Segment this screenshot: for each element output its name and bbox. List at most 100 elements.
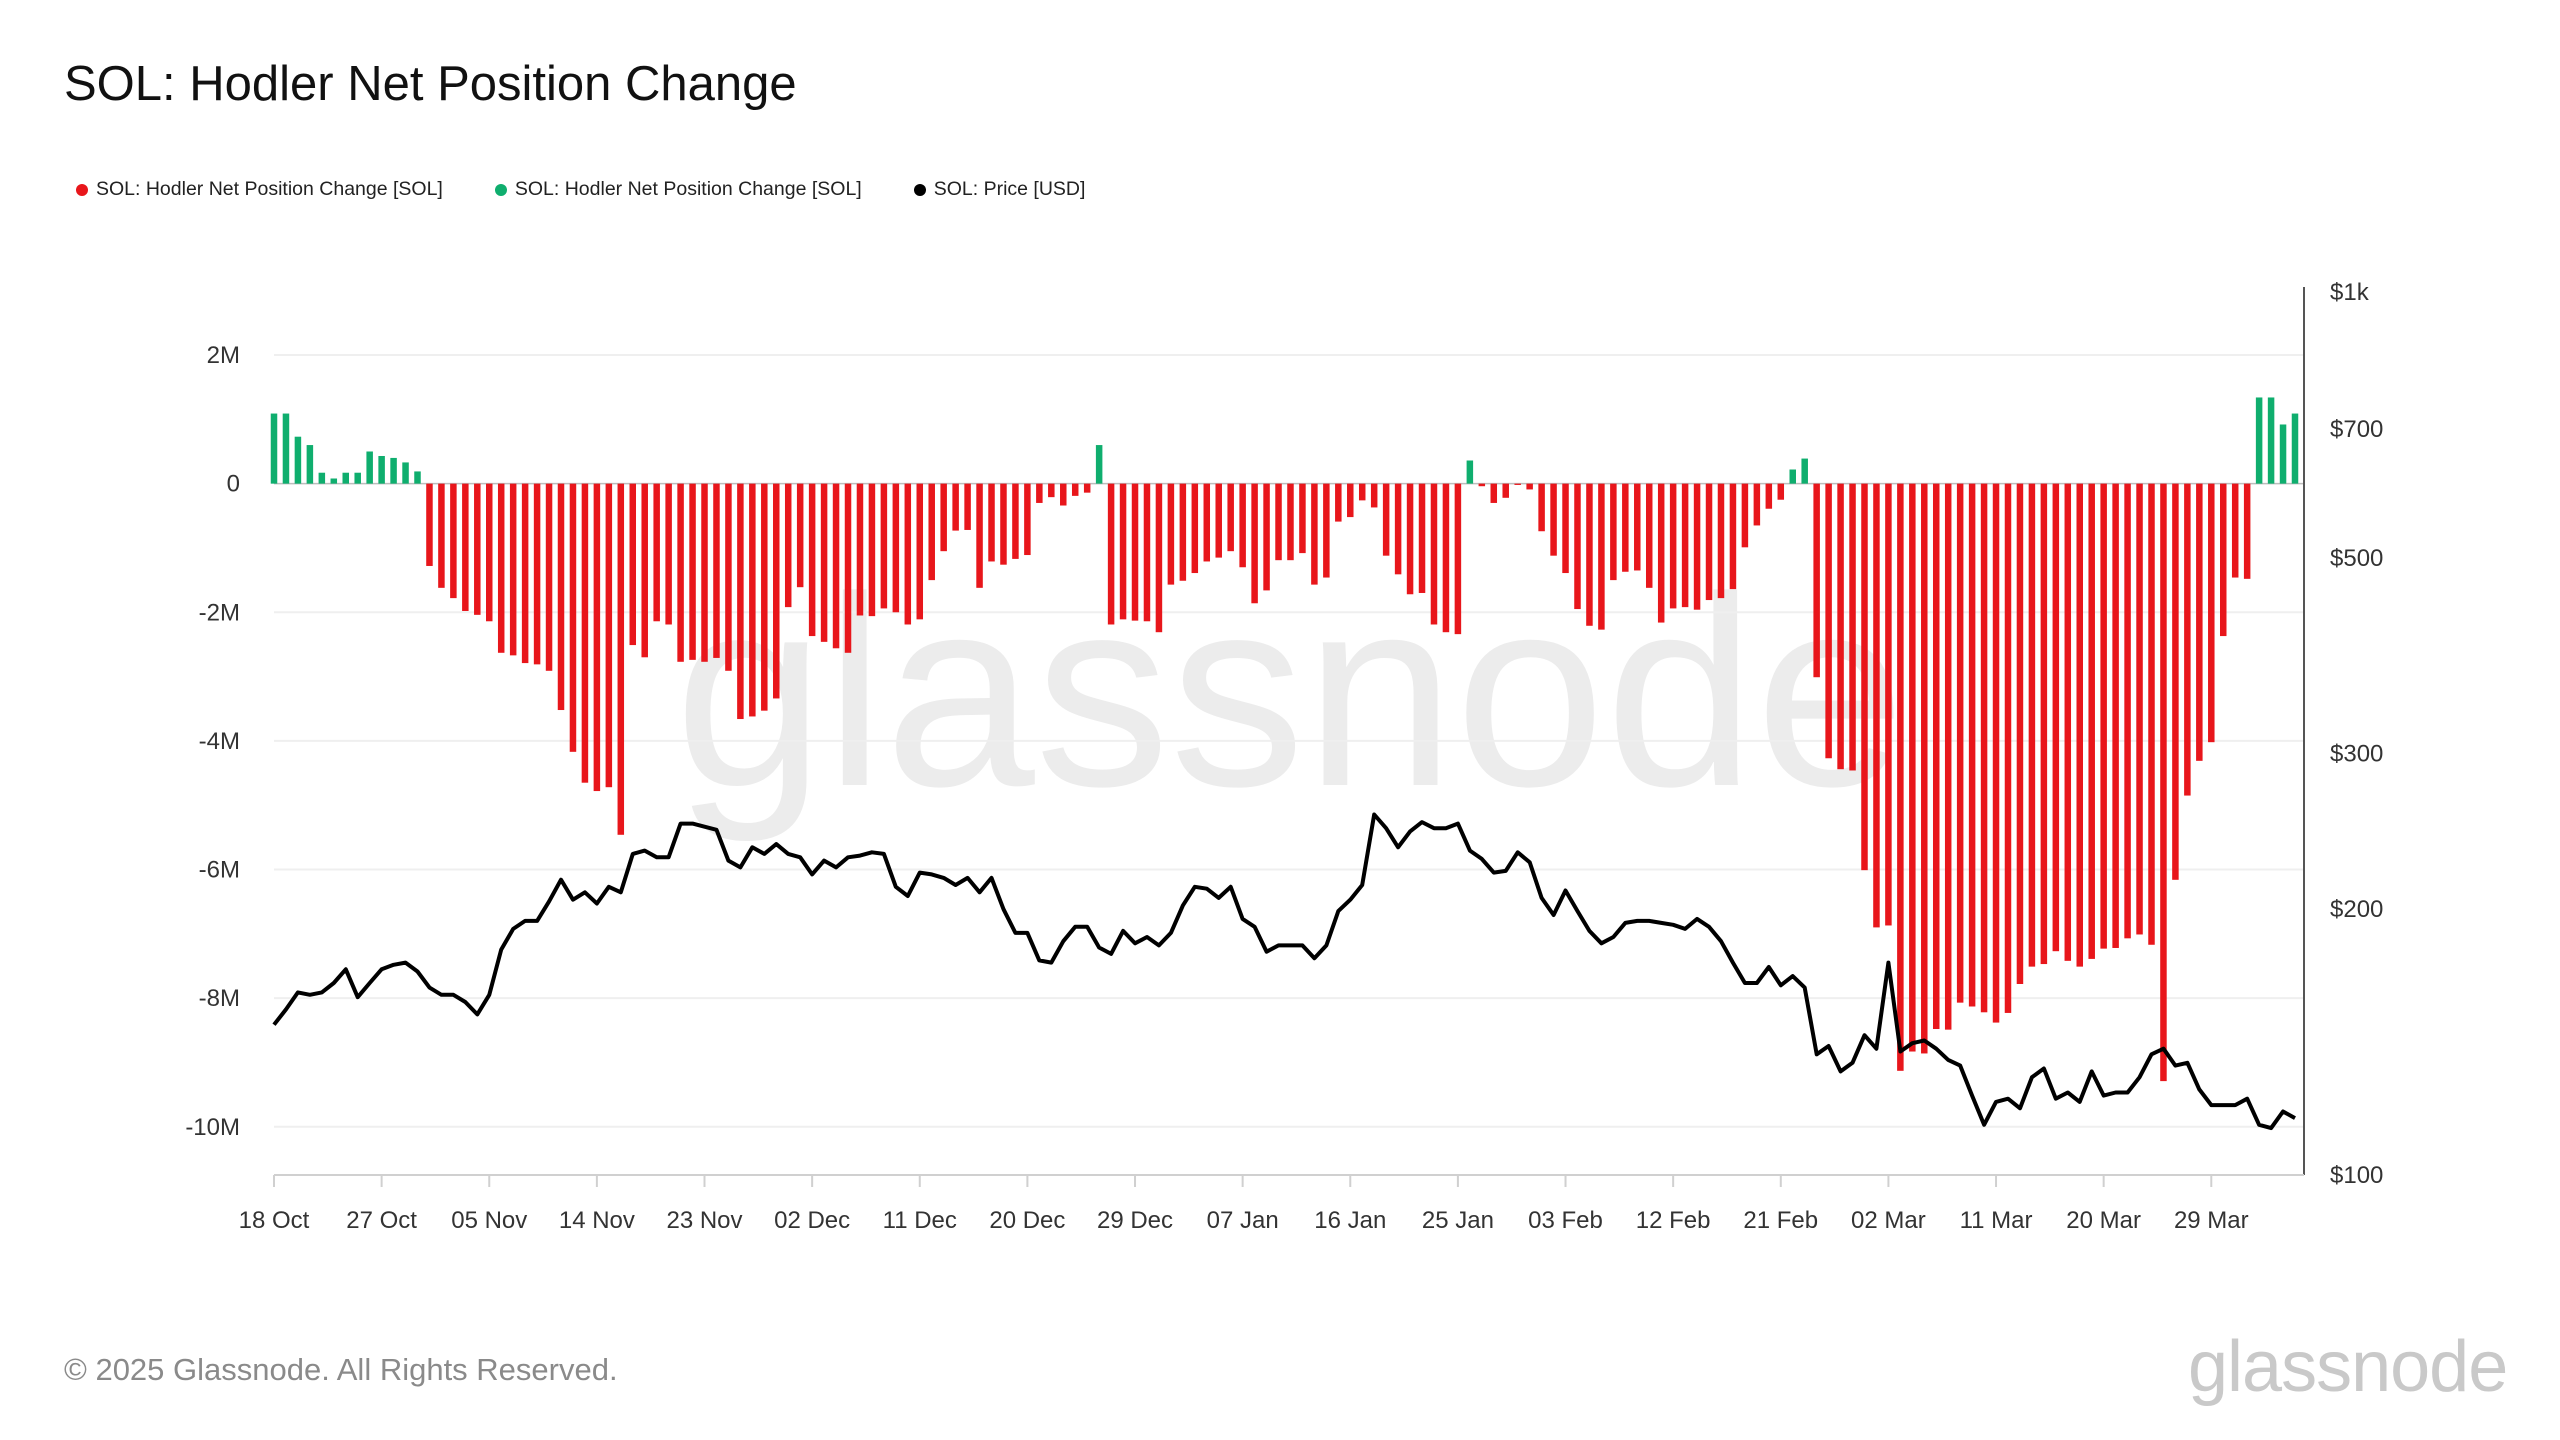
legend-label: SOL: Price [USD] [933,178,1086,200]
bar-positive [390,457,397,484]
x-axis-tick-label: 27 Oct [346,1207,417,1234]
bar-negative [2136,483,2143,935]
bar-negative [892,483,900,613]
bar-positive [414,471,421,484]
axes: 2M 0 -2M -4M -6M -8M -10M $1k $700 $500 $300 $200 $1… [185,279,2383,1234]
bar-negative [1490,483,1498,503]
bar-negative [988,483,995,562]
bar-negative [533,483,541,665]
bar-negative [462,483,469,611]
bar-positive [354,472,361,484]
bar-negative [1562,483,1569,574]
bar-negative [1335,483,1342,522]
bar-negative [1299,483,1306,554]
bar-positive [306,445,314,484]
left-axis-tick-label: -8M [199,985,240,1012]
bar-negative [1622,483,1629,572]
bar-negative [1036,483,1043,503]
bar-negative [796,483,804,588]
bar-negative [1179,483,1187,581]
bar-negative [1909,483,1916,1052]
bar-negative [1992,483,2000,1023]
bar-negative [1143,483,1151,622]
bar-negative [1382,483,1390,556]
legend-label: SOL: Hodler Net Position Change [SOL] [96,178,443,200]
bar-negative [1263,483,1270,591]
bar-negative [904,483,912,625]
bar-negative [497,483,505,653]
bar-negative [569,483,577,752]
bar-negative [1311,483,1318,585]
bar-negative [1191,483,1199,574]
bar-negative [641,483,648,658]
legend-item-price[interactable]: SOL: Price [USD] [913,178,1086,201]
x-axis-tick-label: 20 Dec [989,1207,1065,1234]
bar-negative [629,483,637,646]
bar-negative [545,483,553,671]
bar-negative [1968,483,1976,1007]
bar-negative [1717,483,1725,599]
bar-negative [1610,483,1617,581]
bar-negative [1514,483,1521,485]
glassnode-logo: glassnode [2188,1327,2508,1407]
bar-negative [820,483,828,642]
bar-negative [1370,483,1378,508]
bar-negative [1000,483,1007,565]
bar-negative [725,483,732,671]
bar-positive [366,451,373,484]
bar-negative [2112,483,2119,948]
bar-negative [916,483,924,620]
bar-negative [1586,483,1593,626]
bar-negative [2184,483,2191,796]
legend-dot-green-icon [494,183,507,196]
bar-negative [964,483,971,530]
right-axis-tick-label: $100 [2330,1162,2383,1189]
bar-negative [1394,483,1402,575]
bar-negative [1813,483,1820,678]
bar-negative [1203,483,1211,562]
bar-negative [1155,483,1163,633]
bar-negative [1741,483,1749,548]
bar-negative [2100,483,2107,949]
bar-negative [1932,483,1940,1030]
bar-negative [1550,483,1557,556]
bar-negative [749,483,756,717]
x-axis-tick-label: 23 Nov [666,1207,742,1234]
bar-positive [330,478,338,484]
bar-negative [1406,483,1414,595]
right-axis-tick-label: $300 [2330,741,2383,768]
chart-title: SOL: Hodler Net Position Change [64,57,797,111]
bar-negative [940,483,947,552]
bar-positive [282,413,290,484]
bar-negative [1574,483,1581,610]
left-axis-tick-label: 0 [227,471,240,498]
legend-item-net-position-negative[interactable]: SOL: Hodler Net Position Change [SOL] [76,178,443,201]
bar-negative [1921,483,1928,1054]
bar-negative [1765,483,1773,509]
bar-negative [1598,483,1605,630]
bar-negative [521,483,529,664]
bar-negative [856,483,864,616]
legend-item-net-position-positive[interactable]: SOL: Hodler Net Position Change [SOL] [494,178,862,201]
bar-negative [1239,483,1246,568]
bar-negative [1705,483,1713,601]
bar-negative [2088,483,2095,959]
bar-negative [1873,483,1880,928]
bar-negative [1502,483,1509,498]
bar-negative [2208,483,2215,743]
bar-negative [1442,483,1450,633]
legend-dot-black-icon [913,183,926,196]
bar-negative [2052,483,2060,952]
bar-negative [1131,483,1139,621]
bar-positive [270,413,278,484]
bar-negative [1215,483,1222,558]
x-axis-tick-label: 11 Mar [1960,1207,2033,1234]
bar-negative [1538,483,1545,532]
bar-negative [701,483,708,662]
bar-negative [761,483,768,711]
x-axis-tick-label: 12 Feb [1636,1207,1711,1234]
bar-positive [318,472,326,484]
right-axis-tick-label: $500 [2330,545,2383,572]
x-axis-tick-label: 02 Dec [774,1207,850,1234]
left-axis-tick-label: -4M [199,728,240,755]
